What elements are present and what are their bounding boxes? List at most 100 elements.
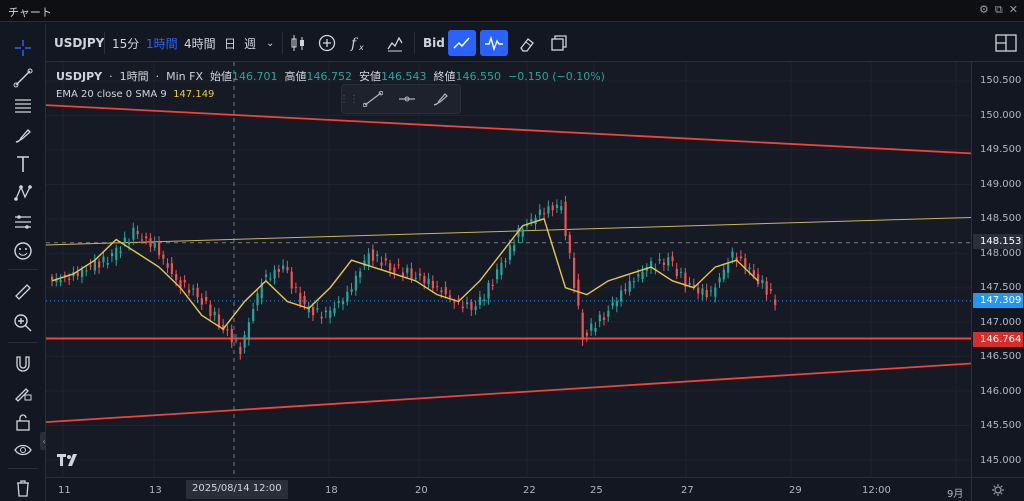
time-axis[interactable]: 11 13 2025/08/14 12:00 18 20 22 25 27 29…: [46, 477, 971, 501]
candle-body: [140, 239, 144, 241]
candle-body: [487, 282, 490, 299]
candle-body: [106, 262, 109, 265]
time-label: 18: [325, 485, 338, 496]
tradingview-logo: [56, 452, 82, 470]
candle-body: [508, 245, 512, 260]
chart-pane[interactable]: USDJPY · 1時間 · Min FX 始値146.701 高値146.75…: [46, 62, 971, 477]
pattern-icon[interactable]: [11, 181, 35, 205]
price-label: 145.000: [980, 454, 1022, 466]
pattern-detect-icon[interactable]: [480, 30, 508, 56]
legend-source: Min FX: [166, 70, 203, 83]
chart-canvas[interactable]: [46, 62, 971, 477]
price-label: 148.000: [980, 247, 1022, 259]
candle-body: [688, 282, 691, 285]
candle-body: [183, 280, 186, 283]
candle-body: [63, 274, 67, 277]
candle-body: [684, 272, 687, 288]
candle-body: [179, 280, 182, 289]
interval-week[interactable]: 週: [244, 36, 257, 51]
text-icon[interactable]: [11, 152, 35, 176]
candle-body: [247, 322, 251, 341]
legend-high-label: 高値: [284, 70, 307, 83]
trash-icon[interactable]: [11, 476, 35, 500]
fib-icon[interactable]: [11, 94, 35, 118]
eye-icon[interactable]: [11, 438, 35, 462]
lock-icon[interactable]: [11, 410, 35, 434]
candle-body: [641, 271, 644, 280]
candle-style-icon[interactable]: [288, 30, 308, 56]
collapse-sidebar-button[interactable]: ‹: [40, 432, 48, 450]
symbol-search-button[interactable]: USDJPY: [54, 36, 105, 50]
legend-close-label: 終値: [433, 70, 456, 83]
candle-body: [170, 263, 174, 274]
crosshair-time-tag: 2025/08/14 12:00: [186, 480, 288, 499]
candle-body: [359, 271, 362, 278]
axis-settings-icon[interactable]: [971, 477, 1024, 501]
multi-layout-icon[interactable]: [994, 30, 1018, 56]
candle-body: [436, 286, 439, 288]
candle-body: [624, 289, 627, 292]
line-tool-icon[interactable]: [356, 84, 390, 114]
candle-body: [363, 260, 366, 267]
brush-icon[interactable]: [11, 124, 35, 148]
brush-tool-icon[interactable]: [424, 84, 458, 114]
candle-body: [491, 284, 494, 286]
interval-15m[interactable]: 15分: [112, 36, 140, 51]
candle-body: [679, 271, 683, 273]
forecast-icon[interactable]: [11, 210, 35, 234]
candle-body: [517, 228, 520, 237]
price-label: 148.500: [980, 213, 1022, 224]
layout-icon[interactable]: [548, 30, 570, 56]
candle-body: [329, 310, 332, 318]
candle-body: [132, 227, 135, 240]
candle-body: [478, 296, 482, 305]
popout-icon[interactable]: ⧉: [994, 3, 1003, 16]
candle-body: [573, 257, 576, 289]
magnet-icon[interactable]: [11, 352, 35, 376]
clear-drawings-icon[interactable]: [516, 30, 538, 56]
candle-body: [123, 237, 126, 243]
horizontal-ray-icon[interactable]: [390, 84, 424, 114]
time-label: 12:00: [862, 485, 891, 496]
ruler-icon[interactable]: [11, 280, 35, 304]
candle-body: [217, 314, 221, 327]
trendline-icon[interactable]: [11, 66, 35, 90]
zoom-icon[interactable]: [11, 311, 35, 335]
candle-body: [568, 234, 571, 253]
candle-body: [273, 269, 276, 279]
candle-body: [752, 270, 755, 276]
crosshair-icon[interactable]: [11, 36, 35, 60]
candle-body: [731, 251, 734, 258]
lock-drawing-icon[interactable]: [11, 381, 35, 405]
emoji-icon[interactable]: [11, 239, 35, 263]
candle-body: [744, 258, 747, 269]
tool-separator: [8, 342, 38, 343]
interval-dropdown-icon[interactable]: ⌄: [266, 37, 275, 49]
interval-4h[interactable]: 4時間: [184, 36, 216, 51]
interval-1h[interactable]: 1時間: [146, 36, 178, 51]
candle-body: [667, 257, 670, 266]
add-compare-icon[interactable]: [316, 30, 338, 56]
candle-body: [581, 312, 584, 340]
candle-body: [320, 316, 323, 319]
settings-icon[interactable]: ⚙: [979, 3, 989, 16]
window-titlebar: チャート ⚙ ⧉ ✕: [0, 0, 1024, 22]
price-type-button[interactable]: Bid: [423, 36, 445, 50]
time-label: 20: [415, 485, 428, 496]
indicator-legend[interactable]: EMA 20 close 0 SMA 9 147.149: [56, 89, 214, 100]
candle-body: [76, 272, 79, 276]
auto-trend-icon[interactable]: [448, 30, 476, 56]
price-axis[interactable]: 150.500 150.000 149.500 149.000 148.500 148.0…: [971, 62, 1024, 477]
close-icon[interactable]: ✕: [1008, 3, 1018, 16]
candle-body: [239, 346, 242, 355]
candle-body: [256, 293, 259, 306]
templates-icon[interactable]: [384, 30, 406, 56]
interval-day[interactable]: 日: [224, 36, 237, 51]
candle-body: [230, 329, 233, 343]
price-label: 150.000: [980, 109, 1022, 121]
drag-handle-icon[interactable]: ⋮⋮: [339, 93, 359, 105]
candle-body: [602, 317, 606, 321]
candle-body: [264, 274, 268, 277]
candle-body: [769, 289, 773, 291]
